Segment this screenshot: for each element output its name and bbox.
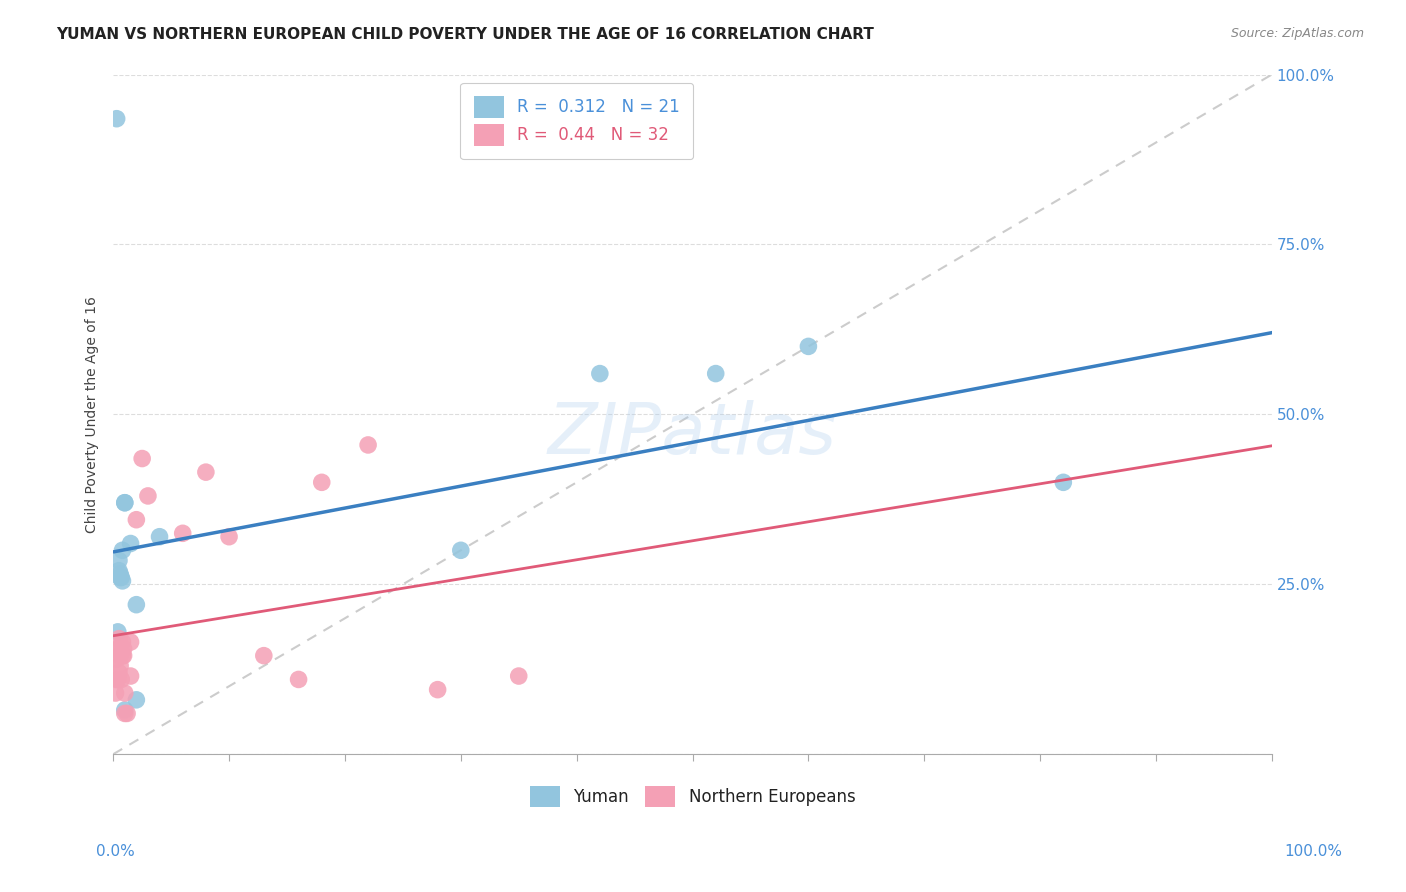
Point [1052,475,1074,490]
Point [114,703,136,717]
Point [108,564,131,578]
Text: 0.0%: 0.0% [96,845,135,859]
Text: YUMAN VS NORTHERN EUROPEAN CHILD POVERTY UNDER THE AGE OF 16 CORRELATION CHART: YUMAN VS NORTHERN EUROPEAN CHILD POVERTY… [56,27,875,42]
Point [111,574,134,588]
Point [108,567,131,582]
Point [114,496,136,510]
Point [108,632,131,646]
Point [108,553,131,567]
Point [108,641,131,656]
Point [125,693,148,707]
Text: Source: ZipAtlas.com: Source: ZipAtlas.com [1230,27,1364,40]
Point [111,635,134,649]
Point [218,530,240,544]
Point [357,438,380,452]
Point [125,598,148,612]
Point [426,682,449,697]
Point [108,570,131,584]
Point [120,536,142,550]
Point [114,496,136,510]
Point [311,475,333,490]
Point [172,526,194,541]
Point [107,673,129,687]
Point [111,543,134,558]
Point [120,669,142,683]
Y-axis label: Child Poverty Under the Age of 16: Child Poverty Under the Age of 16 [86,296,100,533]
Point [112,641,135,656]
Point [105,112,128,126]
Point [287,673,309,687]
Point [131,451,153,466]
Point [108,665,131,680]
Text: 100.0%: 100.0% [1285,845,1343,859]
Point [111,648,134,663]
Point [797,339,820,353]
Point [450,543,472,558]
Point [589,367,612,381]
Point [253,648,276,663]
Point [105,652,128,666]
Point [114,706,136,721]
Point [114,686,136,700]
Point [110,673,132,687]
Point [108,648,131,663]
Point [112,648,135,663]
Point [110,570,132,584]
Text: ZIPatlas: ZIPatlas [548,401,837,469]
Point [105,673,128,687]
Point [508,669,530,683]
Point [194,465,217,479]
Point [108,658,131,673]
Point [136,489,159,503]
Point [120,635,142,649]
Point [115,706,138,721]
Point [148,530,170,544]
Point [107,624,129,639]
Point [125,513,148,527]
Legend: Yuman, Northern Europeans: Yuman, Northern Europeans [523,779,862,814]
Point [104,686,127,700]
Point [107,641,129,656]
Point [704,367,727,381]
